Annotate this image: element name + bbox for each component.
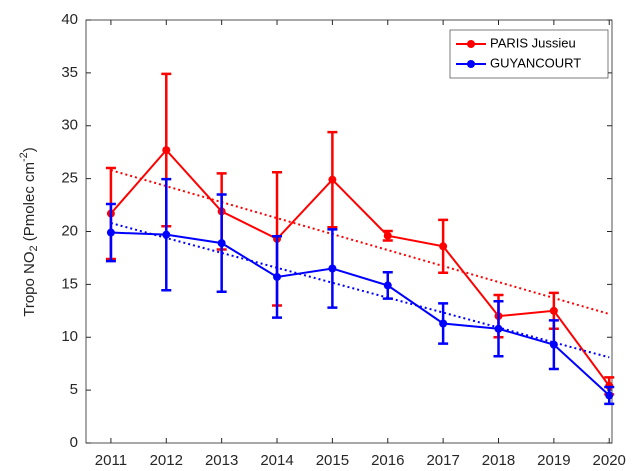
y-tick-label: 35 [61, 64, 78, 81]
point [328, 175, 337, 184]
y-tick-label: 10 [61, 328, 78, 345]
point [383, 281, 392, 290]
point [106, 228, 115, 237]
point [494, 324, 503, 333]
point [549, 306, 558, 315]
y-label-sup: -2 [18, 152, 30, 162]
legend-text: GUYANCOURT [490, 55, 581, 70]
x-tick-label: 2017 [426, 452, 459, 469]
point [439, 319, 448, 328]
legend-swatch-dot [467, 60, 475, 68]
point [383, 231, 392, 240]
y-axis-label: Tropo NO2 (Pmolec cm-2) [18, 147, 40, 317]
x-tick-label: 2018 [482, 452, 515, 469]
x-tick-label: 2012 [150, 452, 183, 469]
y-tick-label: 20 [61, 222, 78, 239]
legend-box [449, 29, 609, 79]
x-tick-label: 2011 [95, 452, 127, 469]
y-tick-label: 40 [61, 11, 78, 28]
point [217, 239, 226, 248]
x-tick-label: 2013 [205, 452, 238, 469]
y-tick-label: 15 [61, 275, 78, 292]
trend-line [110, 169, 610, 315]
point [439, 242, 448, 251]
point [328, 264, 337, 273]
point [549, 340, 558, 349]
x-tick-label: 2015 [316, 452, 349, 469]
series-line [110, 148, 611, 387]
y-tick-label: 25 [61, 170, 78, 187]
legend-text: PARIS Jussieu [490, 35, 576, 50]
y-tick-label: 30 [61, 117, 78, 134]
x-tick-label: 2016 [371, 452, 404, 469]
y-tick-label: 0 [70, 434, 78, 451]
series-line [110, 231, 610, 397]
x-tick-label: 2014 [260, 452, 293, 469]
trend-line [110, 222, 610, 359]
x-tick-label: 2019 [537, 452, 570, 469]
y-label-sub: 2 [28, 245, 40, 251]
y-label-text: Tropo NO [21, 251, 38, 316]
point [273, 272, 282, 281]
point [162, 230, 171, 239]
y-label-end: ) [21, 147, 38, 152]
x-tick-label: 2020 [593, 452, 626, 469]
y-tick-label: 5 [70, 381, 78, 398]
point [162, 146, 171, 155]
legend-swatch-dot [467, 40, 475, 48]
y-label-mid: (Pmolec cm [21, 162, 38, 245]
point [605, 391, 614, 400]
